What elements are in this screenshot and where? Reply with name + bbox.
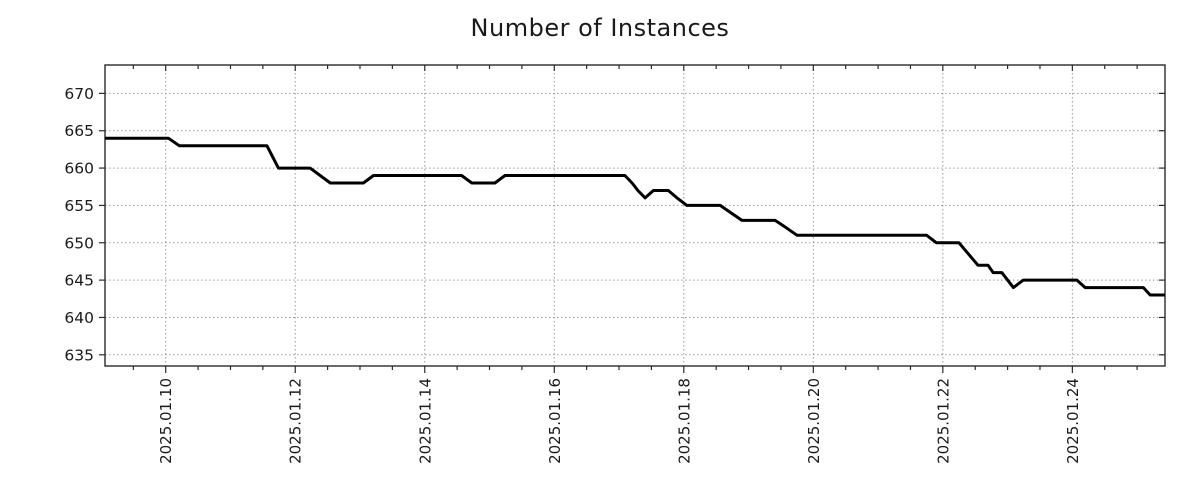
y-tick-label: 660: [64, 160, 94, 178]
y-tick-label: 640: [64, 309, 94, 327]
x-tick-label: 2025.01.18: [675, 378, 693, 464]
x-tick-label: 2025.01.12: [287, 378, 305, 464]
x-tick-label: 2025.01.14: [416, 378, 434, 464]
x-tick-label: 2025.01.24: [1064, 378, 1082, 464]
x-tick-label: 2025.01.16: [546, 378, 564, 464]
y-tick-label: 650: [64, 234, 94, 252]
plot-border: [104, 64, 1166, 367]
y-tick-label: 670: [64, 85, 94, 103]
y-tick-label: 635: [64, 346, 94, 364]
chart-title: Number of Instances: [470, 14, 730, 42]
y-tick-label: 665: [64, 122, 94, 140]
y-tick-label: 645: [64, 272, 94, 290]
y-tick-label: 655: [64, 197, 94, 215]
data-line: [105, 136, 1165, 297]
x-tick-label: 2025.01.22: [934, 378, 952, 464]
x-tick-label: 2025.01.20: [805, 378, 823, 464]
x-tick-label: 2025.01.10: [157, 378, 175, 464]
